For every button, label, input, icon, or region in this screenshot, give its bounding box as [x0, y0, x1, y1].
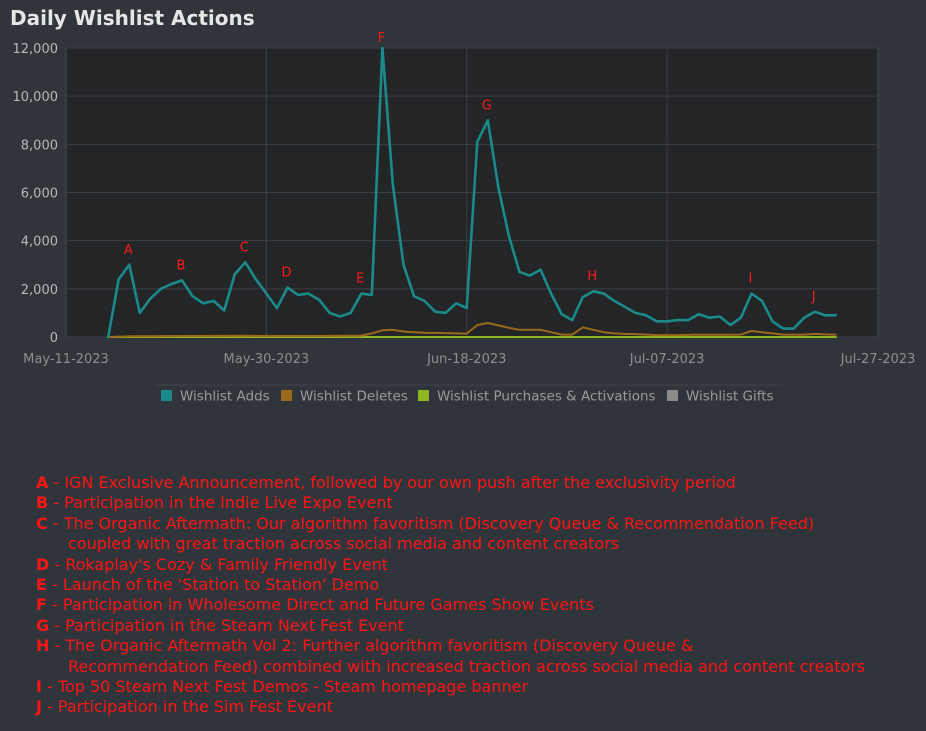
legend-swatch: [667, 390, 678, 401]
legend-swatch: [161, 390, 172, 401]
series-line-wishlist-adds[interactable]: [106, 46, 838, 339]
note-item: F - Participation in Wholesome Direct an…: [36, 595, 865, 615]
x-tick-label: Jun-18-2023: [426, 352, 506, 367]
y-tick-label: 0: [50, 331, 58, 346]
annotation-marker-b: B: [177, 258, 186, 273]
annotation-marker-a: A: [124, 243, 133, 258]
legend-item[interactable]: Wishlist Deletes: [281, 389, 408, 405]
x-tick-label: May-11-2023: [23, 352, 109, 367]
note-item: A - IGN Exclusive Announcement, followed…: [36, 473, 865, 493]
note-text: - Participation in Wholesome Direct and …: [46, 595, 594, 615]
x-tick-label: May-30-2023: [224, 352, 310, 367]
chart-title: Daily Wishlist Actions: [10, 6, 255, 30]
note-item: B - Participation in the Indie Live Expo…: [36, 493, 865, 513]
note-item: D - Rokaplay's Cozy & Family Friendly Ev…: [36, 555, 865, 575]
annotation-marker-f: F: [378, 31, 385, 46]
legend-label: Wishlist Deletes: [300, 389, 408, 405]
note-item: E - Launch of the 'Station to Station' D…: [36, 575, 865, 595]
note-text: - Participation in the Indie Live Expo E…: [48, 493, 393, 513]
note-item: C - The Organic Aftermath: Our algorithm…: [36, 514, 865, 534]
note-letter: D: [36, 554, 50, 574]
legend-label: Wishlist Purchases & Activations: [437, 389, 656, 405]
y-tick-label: 12,000: [13, 42, 59, 57]
note-text: - IGN Exclusive Announcement, followed b…: [48, 473, 736, 492]
x-axis-ticks: May-11-2023 May-30-2023 Jun-18-2023 Jul-07-…: [23, 352, 915, 367]
note-item: I - Top 50 Steam Next Fest Demos - Steam…: [36, 677, 865, 697]
legend-item[interactable]: Wishlist Gifts: [667, 389, 774, 405]
annotations: A B C D E F G H I J: [124, 31, 816, 305]
note-text: - Rokaplay's Cozy & Family Friendly Even…: [49, 554, 388, 574]
annotation-marker-j: J: [811, 290, 816, 305]
y-tick-label: 6,000: [21, 187, 58, 202]
note-letter: A: [36, 473, 49, 492]
note-text: - Participation in the Sim Fest Event: [41, 697, 333, 717]
note-item: J - Participation in the Sim Fest Event: [36, 697, 865, 717]
series-lines: [106, 46, 838, 339]
annotation-marker-g: G: [482, 98, 492, 113]
note-letter: G: [36, 615, 50, 635]
note-continuation: coupled with great traction across socia…: [68, 534, 620, 554]
y-tick-label: 4,000: [21, 235, 58, 250]
legend-label: Wishlist Gifts: [686, 389, 774, 405]
note-text: - Participation in the Steam Next Fest E…: [49, 615, 404, 635]
legend[interactable]: Wishlist Adds Wishlist Deletes Wishlist Pu…: [155, 384, 782, 405]
legend-swatch: [418, 390, 429, 401]
note-text: - The Organic Aftermath Vol 2: Further a…: [49, 636, 694, 656]
y-tick-label: 2,000: [21, 283, 58, 298]
annotation-marker-i: I: [749, 272, 753, 287]
x-tick-label: Jul-07-2023: [629, 352, 705, 367]
note-letter: I: [36, 677, 42, 697]
note-text: - Top 50 Steam Next Fest Demos - Steam h…: [41, 677, 529, 697]
note-letter: E: [36, 575, 47, 595]
legend-label: Wishlist Adds: [180, 389, 270, 405]
annotation-marker-c: C: [240, 240, 249, 255]
annotation-notes: A - IGN Exclusive Announcement, followed…: [36, 473, 865, 718]
annotation-marker-h: H: [587, 269, 597, 284]
legend-swatch: [281, 390, 292, 401]
wishlist-chart: 0 2,000 4,000 6,000 8,000 10,000 12,000 May-11…: [13, 31, 916, 405]
y-axis-ticks: 0 2,000 4,000 6,000 8,000 10,000 12,000: [13, 42, 59, 346]
note-item: G - Participation in the Steam Next Fest…: [36, 616, 865, 636]
annotation-marker-d: D: [281, 266, 291, 281]
y-tick-label: 8,000: [21, 138, 58, 153]
note-text: - The Organic Aftermath: Our algorithm f…: [47, 513, 815, 533]
series-line-wishlist-deletes[interactable]: [107, 322, 837, 338]
x-tick-label: Jul-27-2023: [840, 352, 916, 367]
annotation-marker-e: E: [356, 272, 364, 287]
note-letter: B: [36, 493, 49, 513]
legend-item[interactable]: Wishlist Adds: [161, 389, 270, 405]
note-text: - Launch of the 'Station to Station' Dem…: [46, 575, 380, 595]
legend-item[interactable]: Wishlist Purchases & Activations: [418, 389, 656, 405]
y-tick-label: 10,000: [13, 90, 59, 105]
note-letter: H: [36, 636, 50, 656]
note-item: H - The Organic Aftermath Vol 2: Further…: [36, 636, 865, 656]
note-continuation: Recommendation Feed) combined with incre…: [68, 656, 866, 676]
note-letter: F: [36, 595, 47, 615]
note-letter: J: [36, 697, 42, 717]
note-letter: C: [36, 513, 48, 533]
